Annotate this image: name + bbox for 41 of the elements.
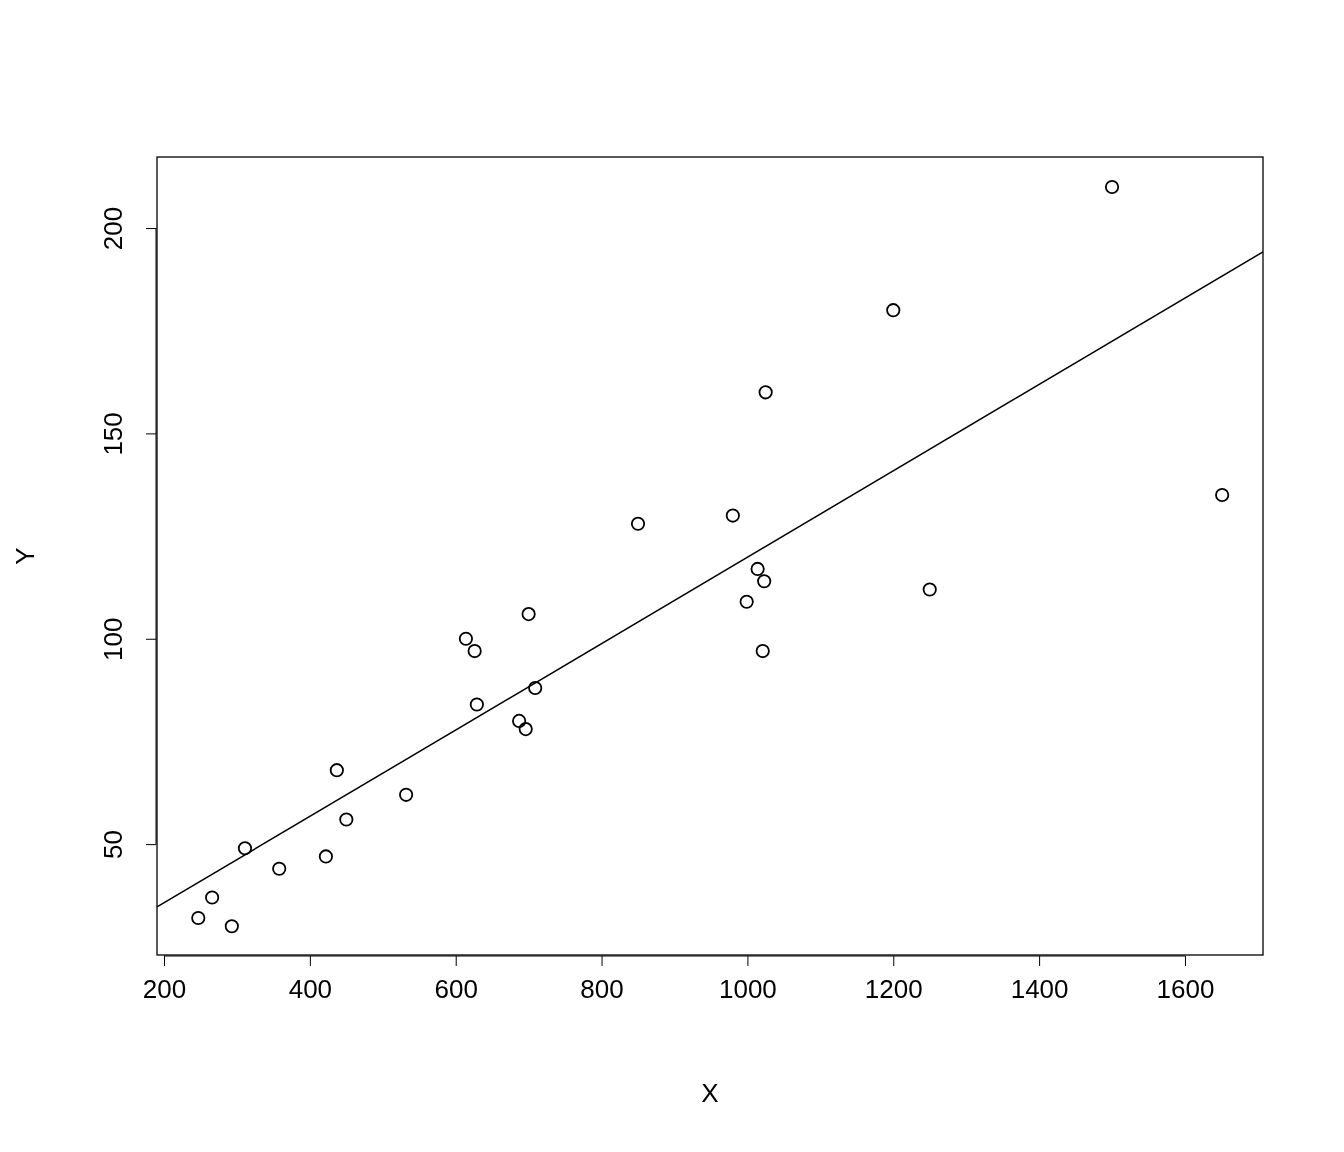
- x-tick-label: 1200: [864, 974, 923, 1005]
- point: [518, 722, 533, 737]
- point: [469, 697, 484, 712]
- point: [458, 631, 473, 646]
- point: [399, 787, 414, 802]
- point: [922, 582, 937, 597]
- point: [318, 849, 333, 864]
- point: [630, 516, 646, 531]
- x-tick-label: 200: [142, 974, 187, 1005]
- point: [329, 763, 344, 778]
- point: [467, 644, 482, 659]
- x-tick-label: 1000: [718, 974, 777, 1005]
- x-tick-label: 1600: [1156, 974, 1215, 1005]
- point: [528, 680, 543, 696]
- y-axis-title: Y: [10, 547, 40, 565]
- point: [725, 508, 740, 523]
- point: [750, 561, 765, 577]
- point: [521, 607, 536, 622]
- x-tick-label: 400: [288, 974, 333, 1005]
- point: [237, 841, 253, 856]
- point: [758, 385, 773, 400]
- y-tick-label: 100: [98, 617, 128, 661]
- x-tick-label: 1400: [1010, 974, 1069, 1005]
- point: [272, 861, 287, 876]
- point: [1104, 179, 1120, 195]
- point: [339, 812, 354, 827]
- point: [205, 890, 220, 905]
- point: [191, 910, 206, 926]
- x-tick-label: 800: [580, 974, 624, 1005]
- point: [755, 644, 770, 659]
- x-tick-label: 600: [434, 974, 478, 1005]
- point: [224, 919, 239, 934]
- x-axis-title: X: [701, 1078, 719, 1108]
- y-tick-label: 150: [98, 412, 128, 456]
- y-tick-label: 50: [98, 830, 128, 860]
- point: [886, 303, 901, 318]
- y-tick-label: 200: [98, 206, 128, 251]
- point: [757, 574, 772, 589]
- point: [739, 594, 754, 609]
- point: [512, 713, 527, 728]
- point: [1215, 487, 1230, 503]
